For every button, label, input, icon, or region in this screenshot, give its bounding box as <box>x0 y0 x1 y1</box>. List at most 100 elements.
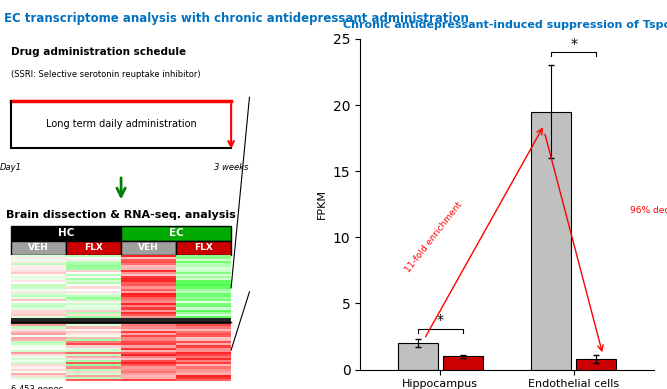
Bar <box>11 320 66 322</box>
Bar <box>176 259 231 261</box>
Bar <box>11 379 66 381</box>
Bar <box>576 359 616 370</box>
Text: *: * <box>437 313 444 327</box>
Bar <box>176 347 231 350</box>
Bar <box>121 307 176 310</box>
Text: Long term daily administration: Long term daily administration <box>45 119 197 130</box>
FancyBboxPatch shape <box>11 241 66 255</box>
Bar <box>11 339 66 341</box>
Bar <box>176 293 231 295</box>
Bar <box>176 350 231 352</box>
Bar <box>11 278 66 280</box>
Bar <box>66 310 121 312</box>
Bar <box>66 356 121 358</box>
Bar <box>121 350 176 352</box>
Bar <box>121 282 176 284</box>
Bar <box>121 375 176 377</box>
Bar <box>66 339 121 341</box>
Bar <box>176 375 231 377</box>
Text: FLX: FLX <box>84 244 103 252</box>
Bar <box>66 350 121 352</box>
Bar <box>11 373 66 375</box>
Bar <box>121 341 176 343</box>
Bar <box>11 354 66 356</box>
Bar <box>176 316 231 318</box>
Bar <box>121 257 176 259</box>
Bar <box>66 373 121 375</box>
Bar <box>66 255 121 257</box>
Text: EC transcriptome analysis with chronic antidepressant administration: EC transcriptome analysis with chronic a… <box>4 12 468 25</box>
Bar <box>121 369 176 371</box>
Bar <box>121 326 176 329</box>
Bar <box>11 272 66 274</box>
Bar <box>66 259 121 261</box>
Bar <box>11 274 66 276</box>
Bar <box>121 324 176 326</box>
Bar <box>11 267 66 270</box>
Bar <box>121 364 176 366</box>
Bar <box>66 261 121 263</box>
Bar <box>66 341 121 343</box>
Bar <box>11 282 66 284</box>
Text: 3 weeks: 3 weeks <box>214 163 248 172</box>
Bar <box>121 280 176 282</box>
Bar <box>66 369 121 371</box>
Bar <box>176 373 231 375</box>
Bar <box>11 276 66 278</box>
Bar <box>11 314 66 316</box>
Bar <box>121 371 176 373</box>
Bar <box>121 345 176 347</box>
Bar <box>121 303 176 305</box>
Bar <box>11 358 66 360</box>
Bar <box>11 345 66 347</box>
Bar <box>121 337 176 339</box>
Bar <box>121 289 176 291</box>
Bar <box>176 280 231 282</box>
Bar <box>176 286 231 289</box>
Bar <box>121 261 176 263</box>
Bar <box>121 297 176 299</box>
Bar <box>66 377 121 379</box>
Bar <box>66 303 121 305</box>
Bar <box>11 333 66 335</box>
Bar <box>121 272 176 274</box>
Text: VEH: VEH <box>138 244 159 252</box>
Bar <box>121 320 176 322</box>
Text: Drug administration schedule: Drug administration schedule <box>11 47 186 57</box>
Bar <box>11 284 66 286</box>
Bar <box>11 303 66 305</box>
Bar <box>121 362 176 364</box>
Bar <box>121 358 176 360</box>
Bar <box>121 366 176 369</box>
Bar <box>176 303 231 305</box>
Bar <box>66 293 121 295</box>
Bar <box>66 347 121 350</box>
Bar <box>66 358 121 360</box>
Bar <box>66 257 121 259</box>
Bar <box>121 333 176 335</box>
Bar <box>121 305 176 307</box>
Bar <box>66 284 121 286</box>
Bar <box>176 322 231 324</box>
Bar <box>176 307 231 310</box>
Bar <box>121 360 176 362</box>
Bar <box>176 284 231 286</box>
Bar <box>11 318 66 320</box>
Text: (SSRI: Selective serotonin reuptake inhibitor): (SSRI: Selective serotonin reuptake inhi… <box>11 70 201 79</box>
FancyBboxPatch shape <box>66 241 121 255</box>
Bar <box>66 270 121 272</box>
Bar <box>121 284 176 286</box>
FancyBboxPatch shape <box>11 226 121 241</box>
Bar <box>11 331 66 333</box>
Bar <box>11 257 66 259</box>
Bar <box>11 350 66 352</box>
Bar <box>66 272 121 274</box>
Bar <box>11 377 66 379</box>
Bar <box>398 343 438 370</box>
Bar <box>11 369 66 371</box>
Bar <box>176 255 231 257</box>
Bar <box>121 373 176 375</box>
Bar <box>121 314 176 316</box>
Bar <box>176 343 231 345</box>
Bar <box>11 366 66 369</box>
